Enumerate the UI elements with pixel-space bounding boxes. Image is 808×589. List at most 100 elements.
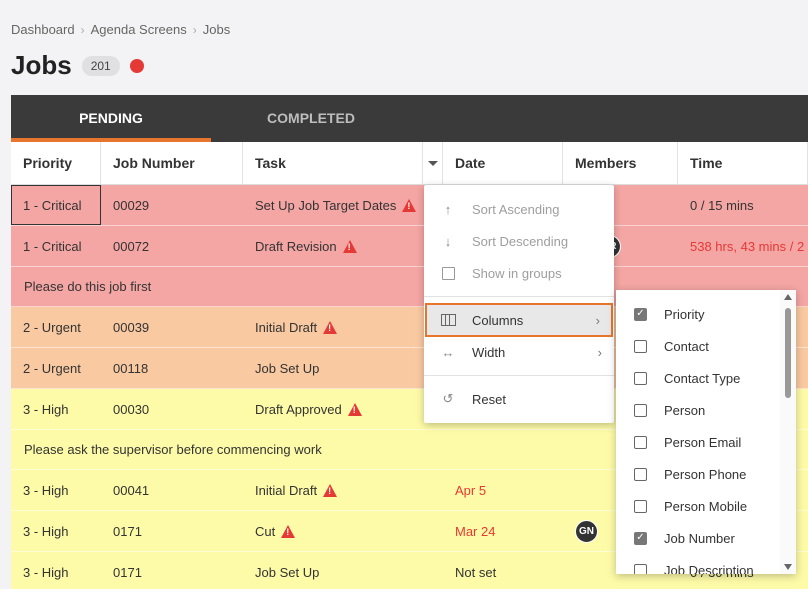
column-toggle-item[interactable]: ✓ Priority bbox=[616, 298, 796, 330]
table-row[interactable]: 1 - Critical 00029 Set Up Job Target Dates… bbox=[11, 185, 808, 226]
column-header-priority[interactable]: Priority bbox=[11, 142, 101, 184]
column-menu-dropdown-icon[interactable] bbox=[423, 142, 443, 184]
menu-show-in-groups-label: Show in groups bbox=[472, 265, 562, 281]
cell-priority-text: 3 - High bbox=[23, 523, 69, 539]
cell-date: Not set bbox=[443, 552, 563, 589]
chevron-right-icon: › bbox=[597, 344, 602, 360]
cell-job-number: 0171 bbox=[101, 552, 243, 589]
cell-task-text: Cut bbox=[255, 523, 276, 539]
column-header-job-number[interactable]: Job Number bbox=[101, 142, 243, 184]
cell-members: GN bbox=[563, 511, 678, 551]
checkbox-icon[interactable] bbox=[634, 499, 647, 513]
checkbox-icon bbox=[440, 266, 456, 280]
column-header-task[interactable]: Task bbox=[243, 142, 423, 184]
checkbox-checked-icon[interactable]: ✓ bbox=[634, 531, 647, 545]
menu-sort-descending[interactable]: ↓ Sort Descending bbox=[424, 225, 614, 257]
chevron-right-icon: › bbox=[80, 22, 85, 37]
cell-task: Job Set Up bbox=[243, 552, 443, 589]
cell-priority-text: 1 - Critical bbox=[23, 197, 82, 213]
warning-icon bbox=[347, 402, 362, 416]
cell-job-number: 00039 bbox=[101, 307, 243, 347]
checkbox-icon[interactable] bbox=[634, 467, 647, 481]
checkbox-icon[interactable] bbox=[634, 371, 647, 385]
breadcrumb-dashboard[interactable]: Dashboard bbox=[11, 22, 75, 37]
tab-pending[interactable]: PENDING bbox=[11, 95, 211, 142]
cell-priority-text: 3 - High bbox=[23, 401, 69, 417]
menu-show-in-groups[interactable]: Show in groups bbox=[424, 257, 614, 289]
cell-job-number-text: 00030 bbox=[113, 401, 150, 417]
cell-job-number-text: 0171 bbox=[113, 523, 142, 539]
checkbox-checked-icon[interactable]: ✓ bbox=[634, 307, 647, 321]
cell-task: Draft Approved bbox=[243, 389, 443, 429]
status-dot bbox=[129, 58, 144, 73]
warning-icon bbox=[323, 483, 338, 497]
column-header-date[interactable]: Date bbox=[443, 142, 563, 184]
arrow-down-icon: ↓ bbox=[444, 233, 452, 249]
column-toggle-item[interactable]: Person Email bbox=[616, 426, 796, 458]
checkbox-icon[interactable] bbox=[634, 435, 647, 449]
column-toggle-item[interactable]: Contact Type bbox=[616, 362, 796, 394]
scroll-down-icon[interactable] bbox=[784, 564, 792, 570]
cell-time-text: 0 / 15 mins bbox=[690, 197, 754, 213]
cell-date-text: Not set bbox=[455, 564, 497, 580]
menu-width[interactable]: ↔ Width › bbox=[424, 336, 614, 368]
tab-bar: PENDING COMPLETED bbox=[11, 95, 808, 142]
checkbox-icon[interactable] bbox=[634, 403, 647, 417]
cell-job-number-text: 00118 bbox=[113, 360, 149, 376]
grid-header: Priority Job Number Task Date Members Ti… bbox=[11, 142, 808, 185]
submenu-scrollbar[interactable] bbox=[780, 290, 796, 574]
column-toggle-label: Contact bbox=[664, 338, 709, 354]
column-toggle-item[interactable]: ✓ Job Number bbox=[616, 522, 796, 554]
menu-sort-ascending-label: Sort Ascending bbox=[472, 201, 560, 217]
breadcrumb: Dashboard › Agenda Screens › Jobs bbox=[11, 22, 230, 37]
cell-task-text: Initial Draft bbox=[255, 482, 318, 498]
cell-task-text: Job Set Up bbox=[255, 360, 320, 376]
cell-job-number: 00041 bbox=[101, 470, 243, 510]
checkbox-icon[interactable] bbox=[634, 339, 647, 353]
reset-icon: ↺ bbox=[442, 391, 454, 406]
column-toggle-item[interactable]: Person bbox=[616, 394, 796, 426]
column-header-members[interactable]: Members bbox=[563, 142, 678, 184]
scroll-up-icon[interactable] bbox=[784, 294, 792, 300]
menu-divider bbox=[424, 296, 614, 297]
cell-task: Cut bbox=[243, 511, 443, 551]
cell-priority-text: 3 - High bbox=[23, 564, 69, 580]
menu-reset[interactable]: ↺ Reset bbox=[424, 383, 614, 415]
checkbox-icon[interactable] bbox=[634, 563, 647, 574]
column-toggle-label: Priority bbox=[664, 306, 705, 322]
cell-task: Initial Draft bbox=[243, 307, 443, 347]
columns-icon bbox=[440, 314, 456, 326]
scrollbar-thumb[interactable] bbox=[785, 308, 791, 398]
column-header-time[interactable]: Time bbox=[678, 142, 808, 184]
chevron-right-icon: › bbox=[595, 312, 600, 328]
arrow-up-icon: ↑ bbox=[444, 201, 452, 217]
cell-date: Apr 5 bbox=[443, 470, 563, 510]
cell-priority-text: 1 - Critical bbox=[23, 238, 82, 254]
cell-job-number-text: 00029 bbox=[113, 197, 150, 213]
resize-horizontal-icon: ↔ bbox=[441, 344, 455, 360]
column-toggle-item[interactable]: Job Description bbox=[616, 554, 796, 574]
cell-job-number: 0171 bbox=[101, 511, 243, 551]
member-avatar[interactable]: GN bbox=[575, 519, 598, 543]
column-toggle-label: Job Number bbox=[664, 530, 735, 546]
column-toggle-item[interactable]: Person Mobile bbox=[616, 490, 796, 522]
column-toggle-item[interactable]: Contact bbox=[616, 330, 796, 362]
columns-submenu-list: ✓ Priority Contact Contact Type Person Person… bbox=[616, 290, 796, 574]
cell-task-text: Draft Approved bbox=[255, 401, 342, 417]
breadcrumb-agenda-screens[interactable]: Agenda Screens bbox=[90, 22, 187, 37]
tab-completed[interactable]: COMPLETED bbox=[267, 110, 355, 126]
menu-sort-ascending[interactable]: ↑ Sort Ascending bbox=[424, 193, 614, 225]
count-badge: 201 bbox=[81, 55, 120, 76]
menu-columns[interactable]: Columns › bbox=[425, 303, 613, 337]
cell-task-text: Set Up Job Target Dates bbox=[255, 197, 397, 213]
warning-icon bbox=[281, 524, 296, 538]
cell-job-number-text: 00041 bbox=[113, 482, 150, 498]
menu-reset-label: Reset bbox=[472, 391, 506, 407]
menu-width-label: Width bbox=[472, 344, 506, 360]
cell-priority: 3 - High bbox=[11, 389, 101, 429]
column-toggle-item[interactable]: Person Phone bbox=[616, 458, 796, 490]
menu-divider bbox=[424, 375, 614, 376]
cell-job-number-text: 00039 bbox=[113, 319, 150, 335]
columns-submenu: ✓ Priority Contact Contact Type Person Person… bbox=[616, 290, 796, 574]
